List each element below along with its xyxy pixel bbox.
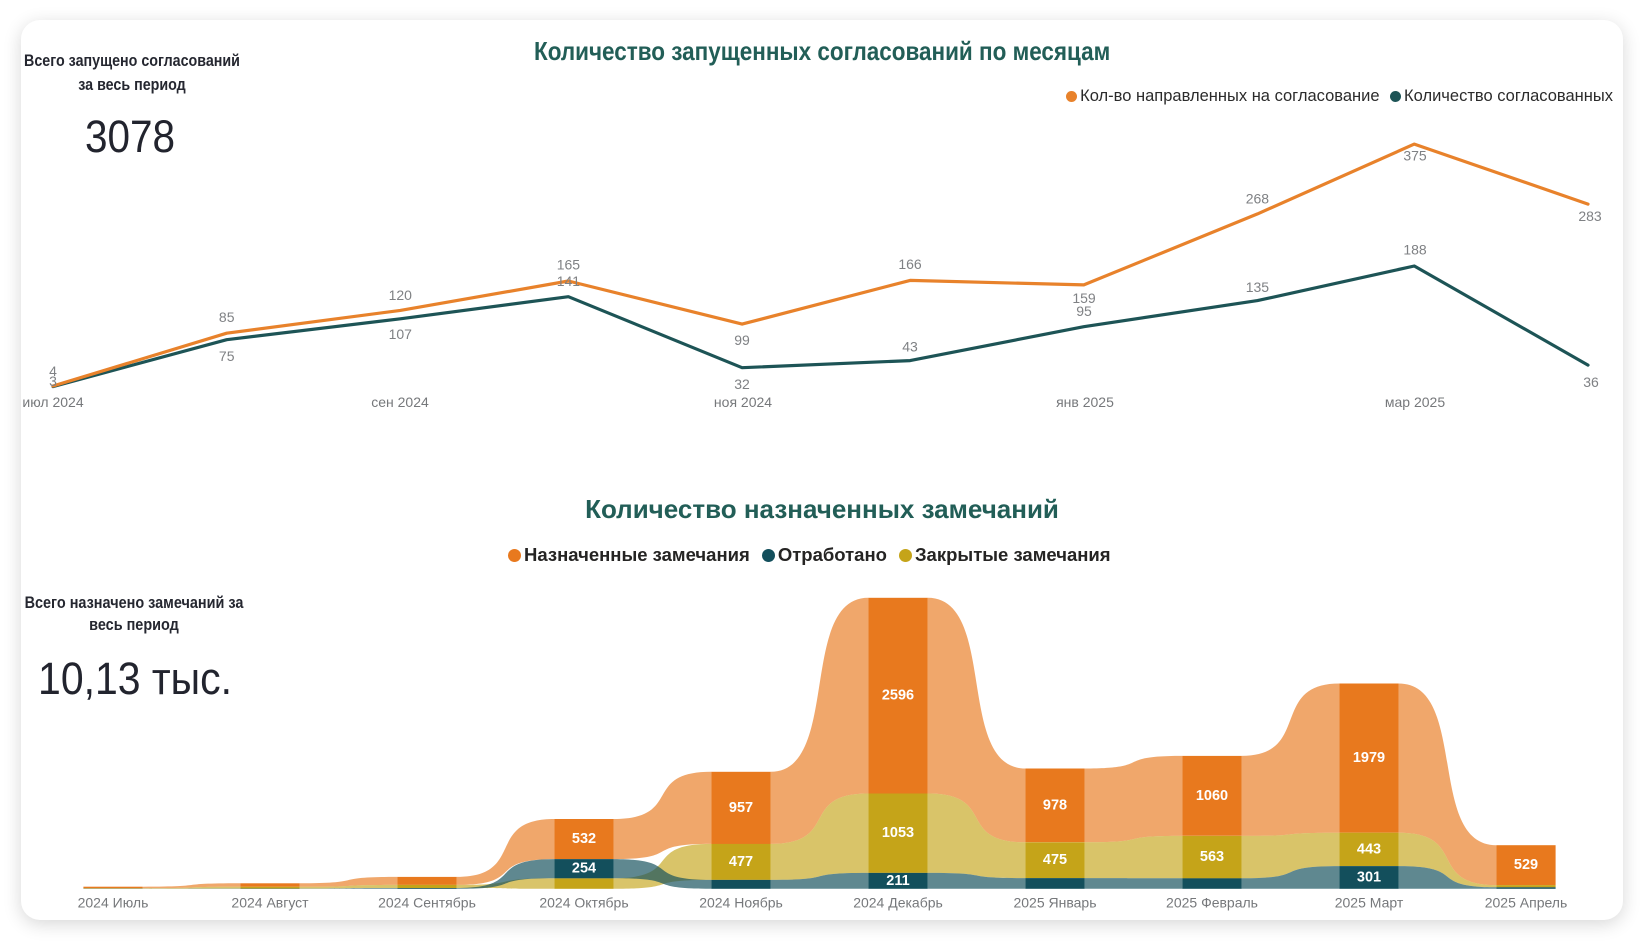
svg-text:2024 Декабрь: 2024 Декабрь xyxy=(853,895,943,911)
svg-text:563: 563 xyxy=(1200,849,1224,865)
svg-text:188: 188 xyxy=(1403,242,1427,258)
svg-text:янв 2025: янв 2025 xyxy=(1056,394,1114,410)
svg-text:120: 120 xyxy=(389,287,413,303)
svg-text:141: 141 xyxy=(557,273,581,289)
svg-text:85: 85 xyxy=(219,309,235,325)
svg-text:2025 Апрель: 2025 Апрель xyxy=(1485,895,1568,911)
svg-text:мар 2025: мар 2025 xyxy=(1385,394,1445,410)
svg-text:135: 135 xyxy=(1246,279,1270,295)
svg-text:75: 75 xyxy=(219,348,235,364)
svg-text:2024 Ноябрь: 2024 Ноябрь xyxy=(699,895,783,911)
svg-text:36: 36 xyxy=(1583,374,1599,390)
svg-text:32: 32 xyxy=(734,376,750,392)
svg-text:165: 165 xyxy=(557,257,581,273)
svg-text:443: 443 xyxy=(1357,841,1381,857)
svg-text:477: 477 xyxy=(729,854,753,870)
svg-text:2025 Январь: 2025 Январь xyxy=(1013,895,1096,911)
svg-text:159: 159 xyxy=(1072,290,1096,306)
svg-text:1979: 1979 xyxy=(1353,750,1385,766)
svg-text:375: 375 xyxy=(1403,148,1427,164)
svg-text:ноя 2024: ноя 2024 xyxy=(714,394,772,410)
svg-text:95: 95 xyxy=(1076,303,1092,319)
svg-text:2596: 2596 xyxy=(882,688,914,704)
svg-text:301: 301 xyxy=(1357,870,1381,886)
svg-text:957: 957 xyxy=(729,800,753,816)
svg-text:2024 Июль: 2024 Июль xyxy=(78,895,149,911)
svg-text:1053: 1053 xyxy=(882,825,914,841)
svg-text:978: 978 xyxy=(1043,797,1067,813)
svg-text:43: 43 xyxy=(902,339,918,355)
svg-text:283: 283 xyxy=(1578,208,1602,224)
svg-text:2024 Сентябрь: 2024 Сентябрь xyxy=(378,895,476,911)
svg-text:2024 Август: 2024 Август xyxy=(231,895,309,911)
svg-text:475: 475 xyxy=(1043,852,1067,868)
svg-text:4: 4 xyxy=(49,363,57,379)
svg-text:2025 Март: 2025 Март xyxy=(1335,895,1404,911)
svg-text:1060: 1060 xyxy=(1196,788,1228,804)
svg-text:166: 166 xyxy=(898,256,922,272)
svg-text:2024 Октябрь: 2024 Октябрь xyxy=(539,895,628,911)
svg-text:3: 3 xyxy=(49,373,57,389)
svg-text:268: 268 xyxy=(1246,191,1270,207)
svg-text:254: 254 xyxy=(572,861,596,877)
svg-text:2025 Февраль: 2025 Февраль xyxy=(1166,895,1258,911)
svg-text:107: 107 xyxy=(389,326,413,342)
svg-text:сен 2024: сен 2024 xyxy=(371,394,429,410)
svg-text:532: 532 xyxy=(572,831,596,847)
svg-text:99: 99 xyxy=(734,332,750,348)
svg-text:июл 2024: июл 2024 xyxy=(22,394,83,410)
svg-text:211: 211 xyxy=(886,873,909,889)
svg-text:529: 529 xyxy=(1514,857,1538,873)
